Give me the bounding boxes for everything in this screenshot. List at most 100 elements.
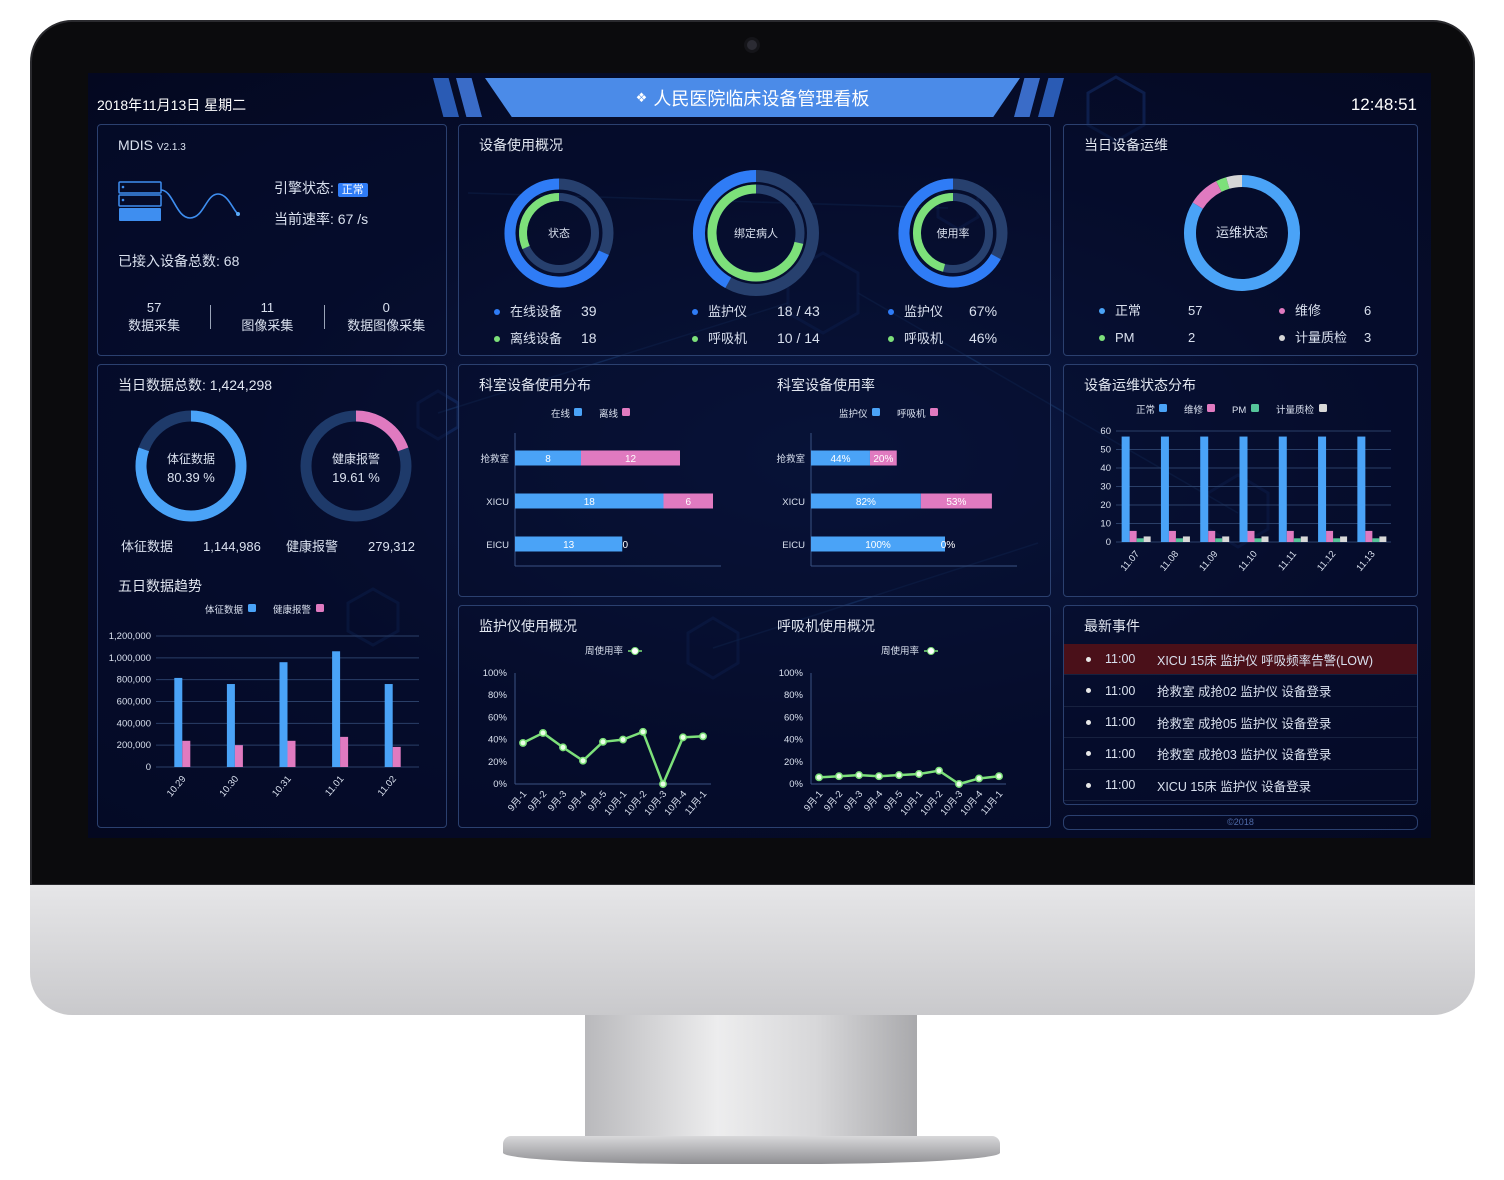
legend-dot [1099,308,1105,314]
bar [392,746,401,767]
donut-inner-arc [707,184,804,282]
dashboard-screen: 2018年11月13日 星期二 ❖ 人民医院临床设备管理看板 12:48:51 … [88,73,1431,838]
event-text: 抢救室 成抢03 监护仪 设备登录 [1157,748,1332,763]
monitor-base [503,1136,1000,1164]
x-tick-label: 10.31 [270,774,294,799]
bar [1175,538,1183,542]
category-label: 抢救室 [776,453,805,465]
bar [1239,436,1248,542]
event-item[interactable]: 11:00 XICU 15床 监护仪 设备登录 [1064,770,1417,802]
total-label: 体征数据 [121,539,173,554]
system-panel: MDIS V2.1.3 引擎状态: 正常 当前速率: 67 /s 已接入设备总数… [97,124,447,356]
bar [1160,436,1169,542]
bar [1129,530,1137,542]
y-tick-label: 600,000 [117,697,151,708]
data-point [995,772,1003,781]
stat-data: 57 数据采集 [98,299,210,335]
data-point [599,737,607,746]
x-tick-label: 10.29 [165,774,189,799]
event-item[interactable]: 11:00 抢救室 成抢03 监护仪 设备登录 [1064,739,1417,770]
bar [174,677,183,767]
series-line [522,730,704,786]
legend-label: PM [1232,405,1246,416]
legend-swatch [622,408,630,416]
y-tick-label: 60% [784,712,804,723]
legend-swatch [1159,404,1167,412]
donut-center-label: 运维状态 [1216,225,1268,240]
legend-label: 监护仪 [904,304,943,319]
legend-dot [494,336,500,342]
bar [287,740,296,767]
data-point [699,732,707,741]
bullet-icon [1086,719,1091,725]
event-item[interactable]: 11:00 抢救室 成抢02 监护仪 设备登录 [1064,676,1417,707]
total-value: 279,312 [368,539,415,554]
y-tick-label: 0 [1106,537,1111,548]
stat-label: 数据图像采集 [347,318,426,333]
x-tick-label: 9月-1 [506,789,529,814]
event-text: 抢救室 成抢05 监护仪 设备登录 [1157,716,1332,731]
legend-label: 计量质检 [1276,404,1315,416]
y-tick-label: 0% [789,779,803,790]
y-tick-label: 60 [1100,426,1111,437]
bar [1357,436,1366,542]
bar-segment [811,493,921,509]
x-tick-label: 9月-4 [566,789,589,814]
divider [323,305,325,329]
stat-image: 11 图像采集 [211,299,323,335]
bar [1278,436,1287,542]
legend-label: 体征数据 [205,604,244,616]
bar [384,684,393,767]
x-tick-label: 11.01 [323,774,346,799]
bar [1215,538,1223,542]
monitor-chin [30,885,1475,1015]
legend-label: 离线 [599,408,619,420]
bar-segment [515,493,664,509]
donut-percent: 80.39 % [167,470,215,485]
maint-dist-title: 设备运维状态分布 [1084,377,1196,393]
category-label: EICU [486,540,509,551]
bar [1168,530,1176,542]
x-tick-label: 11.10 [1237,549,1260,574]
donut-percent: 19.61 % [332,470,380,485]
x-tick-label: 10月-4 [663,789,690,818]
y-tick-label: 40% [784,735,804,746]
x-tick-label: 9月-2 [822,789,845,814]
legend-swatch [1251,404,1259,412]
bar-segment [515,450,581,466]
legend-marker [927,647,935,655]
category-label: XICU [486,497,509,508]
data-point [855,771,863,780]
bar-segment [811,450,870,466]
bar-value-label: 20% [873,454,893,465]
usage-line-charts: 周使用率 周使用率0%20%40%60%80%100%9月-19月-29月-39月… [483,645,1006,818]
donut-outer-arc [504,178,609,288]
x-tick-label: 11.12 [1315,549,1338,574]
bullet-icon [1086,688,1091,694]
bar-value-label: 6 [685,497,691,508]
legend-swatch [872,408,880,416]
stat-label: 图像采集 [241,318,294,333]
maint-dist-chart: 正常 维修 PM 计量质检 0 10 20 30 40 50 60 11.07 11.08 11.09 11… [1100,404,1391,574]
event-item[interactable]: 11:00 抢救室 成抢05 监护仪 设备登录 [1064,707,1417,739]
bar [1143,536,1151,542]
bar-value-label: 12 [625,454,637,465]
event-item-alert[interactable]: 11:00 XICU 15床 监护仪 呼吸频率告警(LOW) [1064,644,1417,675]
data-total-label: 当日数据总数: [118,377,206,393]
dashboard-title: 人民医院临床设备管理看板 [653,88,870,109]
maintenance-panel: 当日设备运维 正常 57 维修 6 PM 2 计量质检 3 运维状态 [1063,124,1418,356]
stat-label: 数据采集 [128,318,181,333]
y-tick-label: 200,000 [117,740,151,751]
system-name-text: MDIS [118,137,153,153]
system-name: MDIS V2.1.3 [118,137,186,153]
bar-value-label: 53% [946,497,966,508]
legend-dot [888,309,894,315]
engine-status-badge: 正常 [337,183,368,197]
y-tick-label: 40 [1100,463,1111,474]
bar-segment [515,536,623,552]
legend-swatch [930,408,938,416]
vent-title: 呼吸机使用概况 [777,618,875,634]
legend-value: 3 [1364,330,1371,345]
bar-segment [869,450,897,466]
data-point [679,733,687,742]
